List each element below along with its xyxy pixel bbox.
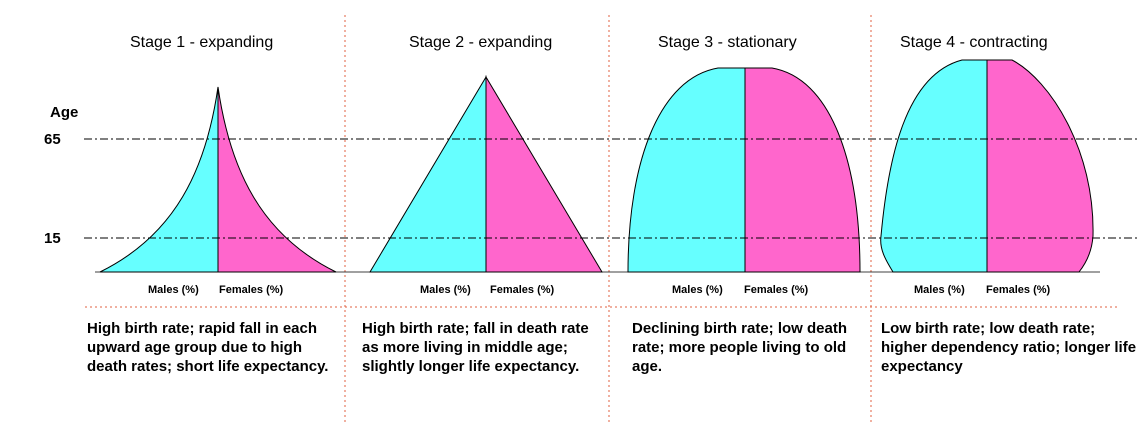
stage2-description: High birth rate; fall in death rate as m… — [362, 320, 589, 375]
age-axis-label: Age — [50, 104, 79, 121]
stage3-males-shape — [627, 67, 746, 273]
stage4-males-shape — [880, 59, 988, 273]
stage3-males-label: Males (%) — [672, 284, 723, 296]
stage4-males-label: Males (%) — [914, 284, 965, 296]
stage1-title: Stage 1 - expanding — [130, 34, 274, 51]
stage3-description: Declining birth rate; low death rate; mo… — [632, 320, 848, 375]
stage1-males-shape — [99, 86, 219, 273]
stage1-description: High birth rate; rapid fall in each upwa… — [87, 320, 329, 375]
stage2-males-shape — [369, 75, 487, 273]
stage2-females-label: Females (%) — [490, 284, 555, 296]
stage1-males-label: Males (%) — [148, 284, 199, 296]
stage2-females-shape — [485, 75, 603, 273]
stage3-females-shape — [744, 67, 861, 273]
stage4-females-label: Females (%) — [986, 284, 1051, 296]
age-tick-65: 65 — [44, 131, 61, 148]
stage2-title: Stage 2 - expanding — [409, 34, 553, 51]
stage2-males-label: Males (%) — [420, 284, 471, 296]
stage4-description: Low birth rate; low death rate; higher d… — [881, 320, 1137, 375]
stage4-title: Stage 4 - contracting — [900, 34, 1048, 51]
age-tick-15: 15 — [44, 230, 61, 247]
stage3-females-label: Females (%) — [744, 284, 809, 296]
stage1-females-label: Females (%) — [219, 284, 284, 296]
stage3-title: Stage 3 - stationary — [658, 34, 797, 51]
stage1-females-shape — [217, 86, 337, 273]
stage4-females-shape — [986, 59, 1094, 273]
